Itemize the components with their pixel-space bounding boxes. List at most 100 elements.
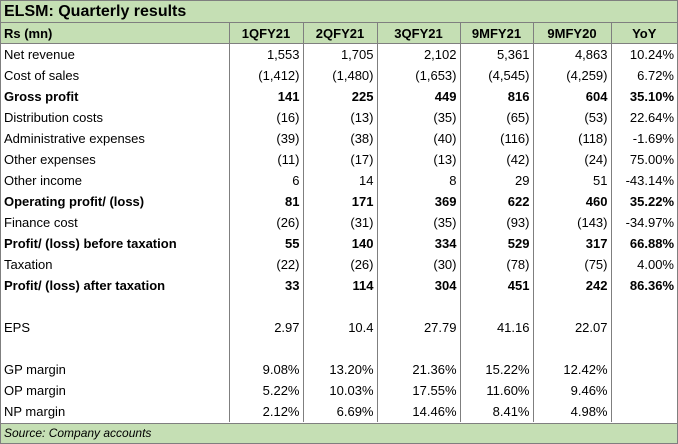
row-label: GP margin — [4, 362, 66, 377]
value-cell: 242 — [532, 275, 611, 296]
value-cell: (42) — [459, 149, 533, 170]
table-row: Operating profit/ (loss) 81 171 369 622 460 35… — [1, 191, 677, 212]
value-cell: (53) — [532, 107, 611, 128]
table-row: NP margin 2.12% 6.69% 14.46% 8.41% 4.98% — [1, 401, 677, 422]
value-cell: -1.69% — [610, 128, 677, 149]
row-label: Net revenue — [4, 47, 75, 62]
spacer-row — [1, 296, 677, 317]
value-cell: -43.14% — [610, 170, 677, 191]
value-cell: 6.72% — [610, 65, 677, 86]
value-cell: 1,705 — [302, 43, 377, 65]
table-body: Net revenue 1,553 1,705 2,102 5,361 4,863 10.2… — [1, 43, 677, 422]
value-cell: (31) — [302, 212, 377, 233]
value-cell: (4,545) — [459, 65, 533, 86]
table-cell — [532, 338, 611, 359]
table-cell — [302, 338, 377, 359]
value-cell: 6 — [228, 170, 303, 191]
row-label: Cost of sales — [4, 68, 80, 83]
value-cell: 15.22% — [459, 359, 533, 380]
value-cell: 35.10% — [610, 86, 677, 107]
value-cell: 11.60% — [459, 380, 533, 401]
value-cell: 460 — [532, 191, 611, 212]
value-cell: (75) — [532, 254, 611, 275]
value-cell: 304 — [376, 275, 460, 296]
value-cell: 21.36% — [376, 359, 460, 380]
value-cell: 9.46% — [532, 380, 611, 401]
row-label: Profit/ (loss) after taxation — [4, 278, 166, 293]
value-cell — [610, 401, 677, 422]
value-cell: 81 — [228, 191, 303, 212]
value-cell: 140 — [302, 233, 377, 254]
value-cell: (78) — [459, 254, 533, 275]
table-row: GP margin 9.08% 13.20% 21.36% 15.22% 12.42% — [1, 359, 677, 380]
table-row: Other income 6 14 8 29 51 -43.14% — [1, 170, 677, 191]
value-cell: (22) — [228, 254, 303, 275]
value-cell: 12.42% — [532, 359, 611, 380]
value-cell: 86.36% — [610, 275, 677, 296]
table-title: ELSM: Quarterly results — [1, 1, 677, 23]
row-label: Distribution costs — [4, 110, 103, 125]
value-cell: 51 — [532, 170, 611, 191]
value-cell: 33 — [228, 275, 303, 296]
value-cell: 4,863 — [532, 43, 611, 65]
value-cell: 369 — [376, 191, 460, 212]
value-cell: 4.00% — [610, 254, 677, 275]
value-cell: 13.20% — [302, 359, 377, 380]
table-row: Other expenses (11) (17) (13) (42) (24) 75.00% — [1, 149, 677, 170]
value-cell: 5.22% — [228, 380, 303, 401]
row-label: Operating profit/ (loss) — [4, 194, 145, 209]
value-cell: 14 — [302, 170, 377, 191]
header-row: Rs (mn) 1QFY21 2QFY21 3QFY21 9MFY21 9MFY… — [1, 23, 677, 44]
value-cell: 4.98% — [532, 401, 611, 422]
row-label: Other income — [4, 173, 83, 188]
table-row: Distribution costs (16) (13) (35) (65) (53) 22… — [1, 107, 677, 128]
value-cell: (39) — [228, 128, 303, 149]
value-cell: (13) — [302, 107, 377, 128]
value-cell: 2.97 — [228, 317, 303, 338]
row-label: NP margin — [4, 404, 66, 419]
value-cell: 9.08% — [228, 359, 303, 380]
value-cell: 8.41% — [459, 401, 533, 422]
value-cell: 27.79 — [376, 317, 460, 338]
row-label: OP margin — [4, 383, 66, 398]
value-cell: (1,480) — [302, 65, 377, 86]
value-cell: 1,553 — [228, 43, 303, 65]
table-row: Cost of sales (1,412) (1,480) (1,653) (4,545… — [1, 65, 677, 86]
table-cell — [459, 338, 533, 359]
row-label: Administrative expenses — [4, 131, 145, 146]
value-cell: 41.16 — [459, 317, 533, 338]
value-cell: (4,259) — [532, 65, 611, 86]
value-cell: (30) — [376, 254, 460, 275]
value-cell: -34.97% — [610, 212, 677, 233]
value-cell: (116) — [459, 128, 533, 149]
row-label: EPS — [4, 320, 31, 335]
value-cell: 604 — [532, 86, 611, 107]
value-cell: 14.46% — [376, 401, 460, 422]
header-cell-2qfy21: 2QFY21 — [302, 23, 377, 44]
table-row: Gross profit 141 225 449 816 604 35.10% — [1, 86, 677, 107]
value-cell: 22.07 — [532, 317, 611, 338]
value-cell: (143) — [532, 212, 611, 233]
table-cell — [610, 296, 677, 317]
table-cell — [228, 338, 303, 359]
table-cell — [610, 338, 677, 359]
value-cell: 114 — [302, 275, 377, 296]
table-cell — [1, 296, 229, 317]
value-cell: 55 — [228, 233, 303, 254]
value-cell: (13) — [376, 149, 460, 170]
header-cell-9mfy20: 9MFY20 — [532, 23, 611, 44]
value-cell: 6.69% — [302, 401, 377, 422]
header-cell-yoy: YoY — [610, 23, 677, 44]
value-cell: (1,412) — [228, 65, 303, 86]
value-cell: 816 — [459, 86, 533, 107]
value-cell: (1,653) — [376, 65, 460, 86]
header-cell-3qfy21: 3QFY21 — [376, 23, 460, 44]
value-cell: 29 — [459, 170, 533, 191]
results-table: Rs (mn) 1QFY21 2QFY21 3QFY21 9MFY21 9MFY… — [1, 23, 677, 422]
row-label: Finance cost — [4, 215, 78, 230]
row-label: Gross profit — [4, 89, 79, 104]
header-cell-1qfy21: 1QFY21 — [228, 23, 303, 44]
value-cell — [610, 317, 677, 338]
value-cell: (16) — [228, 107, 303, 128]
